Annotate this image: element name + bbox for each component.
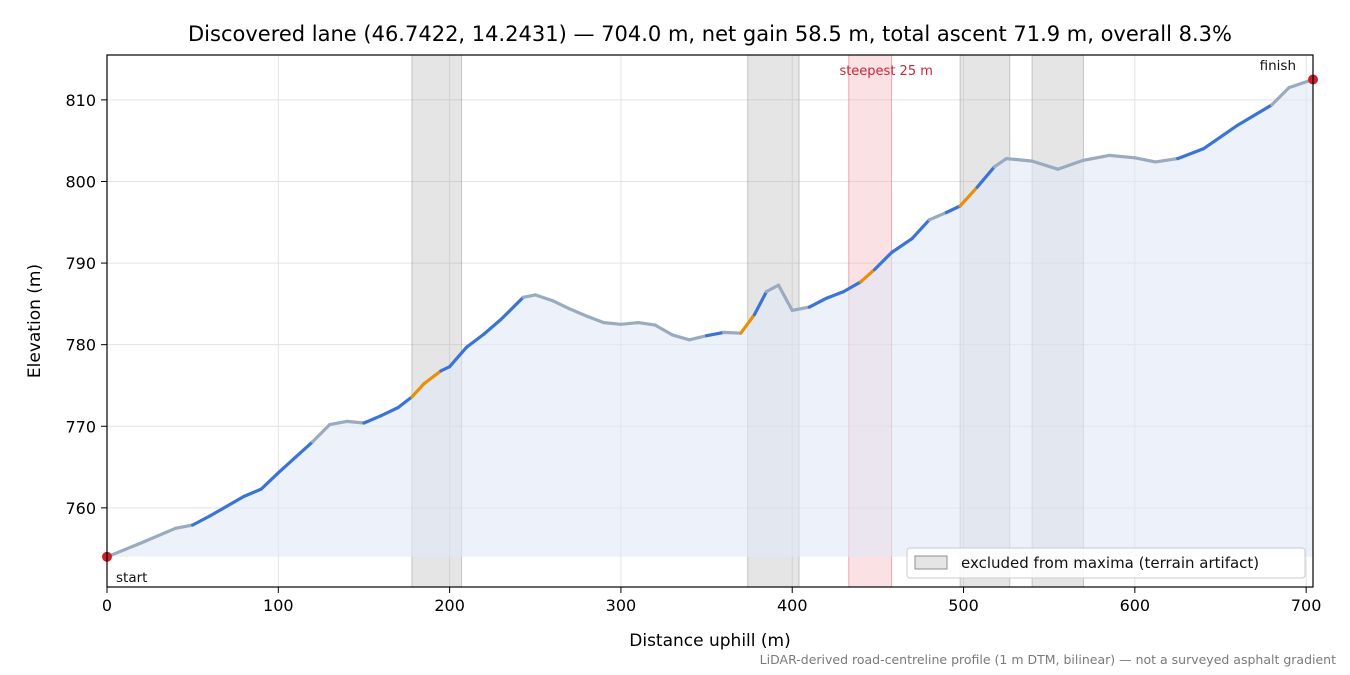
- y-axis-label: Elevation (m): [25, 264, 45, 378]
- profile-segment-4: [208, 494, 246, 518]
- profile-segment-36: [752, 290, 769, 317]
- profile-segment-56: [1107, 153, 1137, 160]
- profile-segment-7: [276, 455, 297, 475]
- profile-segment-53: [1030, 159, 1060, 171]
- profile-segment-40: [807, 296, 829, 309]
- legend-box: [906, 547, 1306, 579]
- y-tick-label-3: 790: [65, 254, 96, 273]
- x-tick-label-0: 0: [102, 596, 112, 615]
- legend-swatch-excluded: [914, 555, 948, 570]
- profile-segment-13: [379, 405, 400, 418]
- profile-segment-10: [328, 419, 349, 427]
- profile-segment-1: [139, 526, 178, 545]
- profile-segment-52: [1004, 157, 1034, 163]
- profile-segment-50: [975, 165, 997, 189]
- legend-label-excluded: excluded from maxima (terrain artifact): [961, 554, 1259, 572]
- profile-segment-43: [859, 268, 877, 284]
- profile-segment-21: [499, 295, 525, 321]
- y-tick-label-0: 760: [65, 499, 96, 518]
- profile-segment-57: [1133, 156, 1158, 164]
- profile-segment-62: [1270, 85, 1291, 107]
- profile-segment-38: [776, 283, 794, 312]
- profile-segment-30: [653, 323, 674, 337]
- y-tick-label-5: 810: [65, 91, 96, 110]
- profile-segment-33: [704, 330, 726, 338]
- profile-segment-2: [173, 523, 195, 530]
- profile-segment-24: [550, 299, 572, 311]
- profile-segment-25: [567, 307, 589, 318]
- x-tick-label-4: 400: [777, 596, 808, 615]
- profile-segment-46: [910, 218, 931, 241]
- profile-segment-14: [396, 395, 414, 410]
- profile-segment-32: [687, 334, 709, 342]
- profile-segment-20: [482, 317, 503, 336]
- y-tick-label-2: 780: [65, 336, 96, 355]
- profile-segment-49: [958, 185, 979, 208]
- y-tick-label-4: 800: [65, 172, 96, 191]
- profile-segment-47: [927, 210, 949, 222]
- x-tick-label-2: 200: [434, 596, 465, 615]
- profile-segment-22: [521, 293, 537, 299]
- profile-segment-34: [722, 330, 743, 335]
- profile-segment-9: [311, 423, 332, 444]
- x-tick-label-7: 700: [1291, 596, 1322, 615]
- x-tick-label-6: 600: [1120, 596, 1151, 615]
- x-tick-label-5: 500: [948, 596, 979, 615]
- profile-segment-8: [293, 440, 315, 459]
- chart-title: Discovered lane (46.7422, 14.2431) — 704…: [188, 22, 1232, 46]
- profile-segment-39: [790, 305, 812, 312]
- profile-segment-11: [345, 419, 366, 425]
- profile-segment-5: [242, 487, 263, 498]
- x-tick-label-3: 300: [606, 596, 637, 615]
- profile-segment-42: [841, 280, 863, 294]
- profile-segment-59: [1176, 147, 1206, 161]
- profile-segment-26: [585, 314, 606, 325]
- x-axis-label: Distance uphill (m): [629, 631, 790, 651]
- legend: excluded from maxima (terrain artifact): [906, 547, 1306, 579]
- profile-segment-60: [1201, 123, 1240, 151]
- profile-segment-48: [944, 204, 962, 215]
- profile-segment-41: [824, 290, 846, 300]
- axis-ticks: 0 100 200 300 400 500 600 700 760 770 780 790 800 810: [65, 91, 1321, 615]
- profile-segment-16: [422, 369, 443, 386]
- profile-segment-61: [1235, 103, 1274, 127]
- profile-segment-6: [259, 471, 280, 491]
- finish-label: finish: [1260, 58, 1296, 74]
- profile-segment-45: [889, 237, 914, 255]
- data-source-note: LiDAR-derived road-centreline profile (1…: [760, 652, 1336, 667]
- profile-segment-15: [410, 382, 426, 399]
- start-label: start: [116, 570, 147, 586]
- profile-segment-35: [739, 312, 757, 335]
- plot-frame: [106, 54, 1314, 588]
- profile-segment-29: [636, 321, 657, 327]
- profile-segment-0: [105, 541, 143, 559]
- profile-segment-19: [465, 332, 486, 349]
- profile-segment-27: [602, 321, 623, 326]
- profile-segment-28: [619, 321, 640, 326]
- profile-segment-37: [764, 283, 781, 294]
- profile-segment-12: [362, 414, 383, 425]
- profile-segment-51: [992, 157, 1009, 169]
- profile-segment-31: [670, 333, 692, 342]
- profile-segment-18: [448, 345, 469, 369]
- profile-segment-54: [1056, 158, 1086, 171]
- profile-segment-23: [533, 293, 555, 303]
- elevation-profile-line: [105, 77, 1315, 559]
- profile-segment-3: [191, 514, 212, 527]
- profile-segment-44: [872, 250, 894, 272]
- profile-segment-55: [1081, 153, 1111, 162]
- elevation-area-fill: [107, 79, 1313, 557]
- y-tick-label-1: 770: [65, 417, 96, 436]
- profile-segment-58: [1153, 157, 1180, 164]
- x-tick-label-1: 100: [263, 596, 294, 615]
- steepest-segment-label: steepest 25 m: [839, 64, 932, 79]
